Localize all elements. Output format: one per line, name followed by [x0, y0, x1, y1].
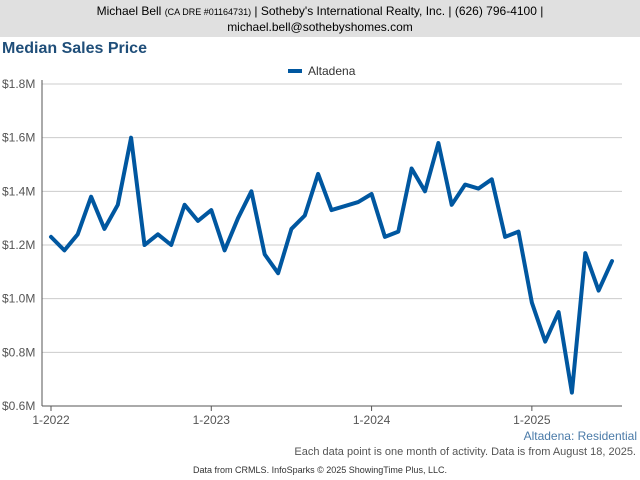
series-line	[49, 135, 614, 395]
x-tick-label: 1-2025	[513, 413, 551, 427]
y-tick-label: $0.8M	[2, 345, 35, 359]
agent-header: Michael Bell (CA DRE #01164731) | Sotheb…	[0, 0, 640, 37]
y-tick-label: $1.6M	[2, 131, 35, 145]
y-tick-label: $0.6M	[2, 399, 35, 413]
y-tick-label: $1.8M	[2, 77, 35, 91]
y-tick-label: $1.2M	[2, 238, 35, 252]
series-caption: Altadena: Residential	[524, 429, 637, 443]
x-tick-label: 1-2024	[353, 413, 391, 427]
agent-name: Michael Bell	[96, 4, 162, 18]
agent-header-line1: Michael Bell (CA DRE #01164731) | Sotheb…	[0, 4, 640, 20]
page-title: Median Sales Price	[2, 40, 147, 57]
agent-company-phone: | Sotheby's International Realty, Inc. |…	[254, 4, 544, 18]
footer-note: Each data point is one month of activity…	[294, 446, 636, 458]
agent-email: michael.bell@sothebyshomes.com	[227, 20, 413, 34]
x-tick-label: 1-2022	[32, 413, 70, 427]
y-tick-label: $1.4M	[2, 184, 35, 198]
agent-license: (CA DRE #01164731)	[164, 7, 252, 17]
x-tick-label: 1-2023	[193, 413, 231, 427]
footer-source: Data from CRMLS. InfoSparks © 2025 Showi…	[193, 465, 447, 475]
legend-label: Altadena	[308, 64, 356, 78]
y-tick-label: $1.0M	[2, 292, 35, 306]
